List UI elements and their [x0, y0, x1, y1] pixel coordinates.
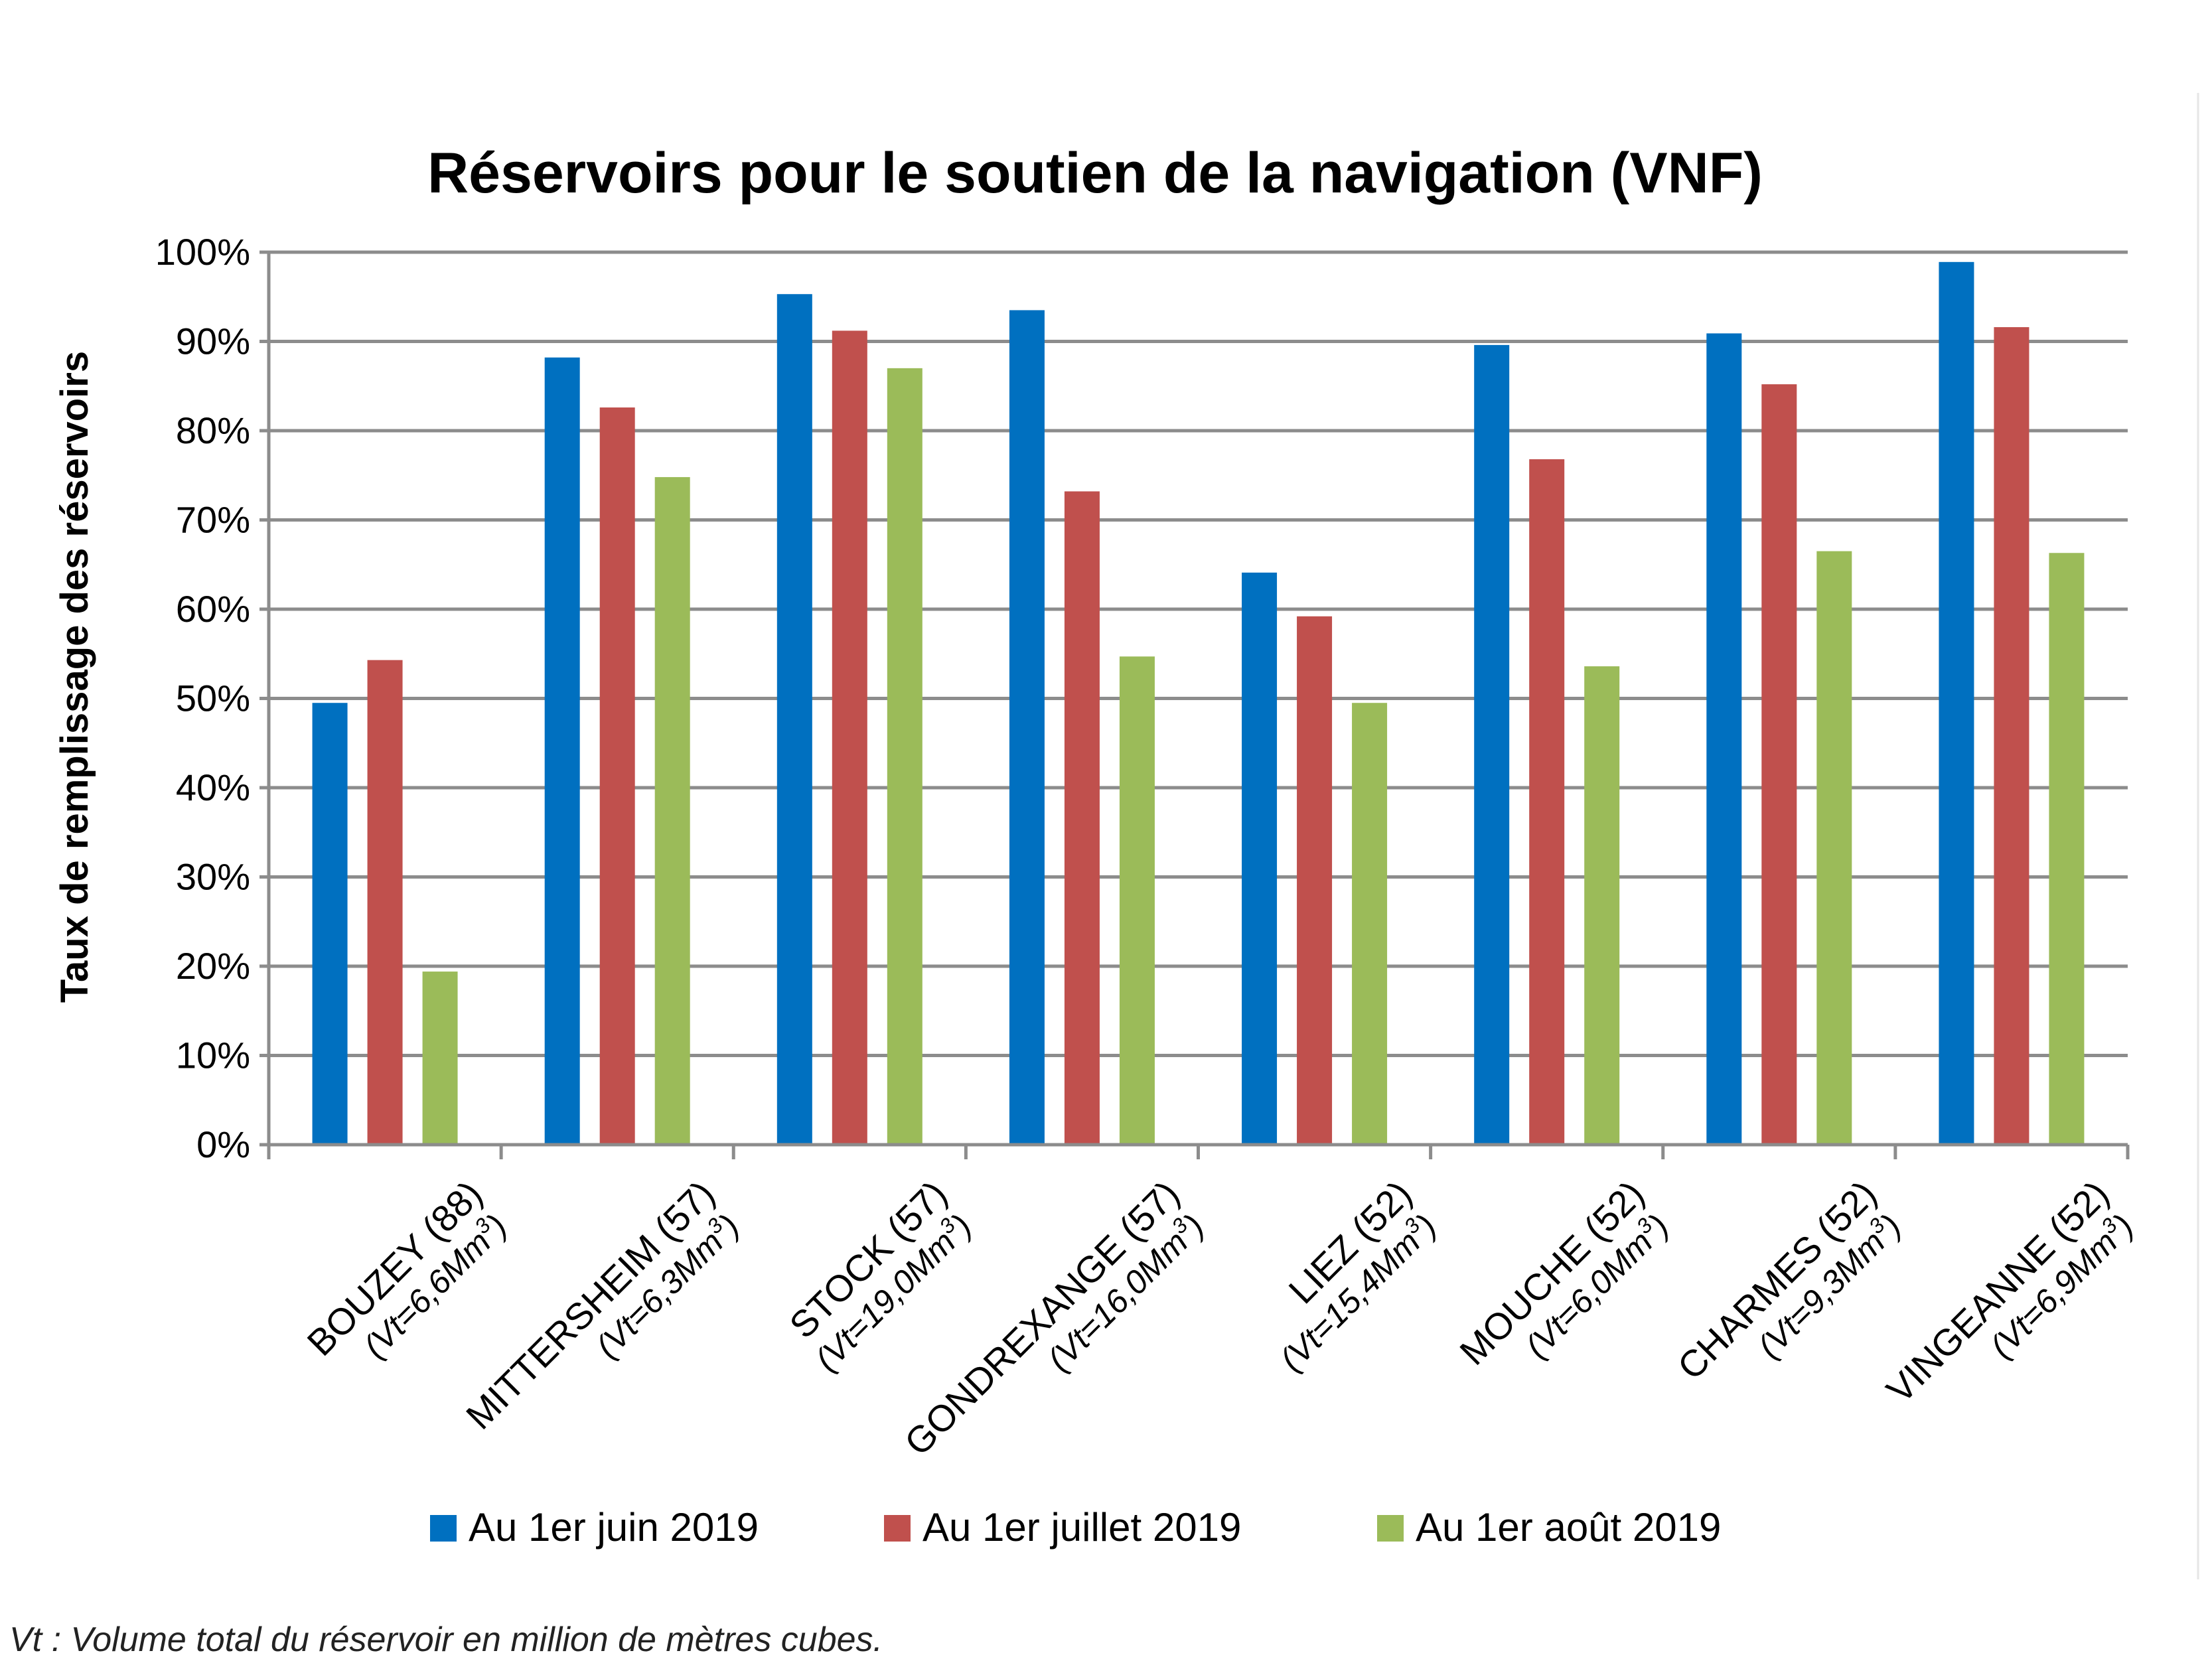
- y-tick-label: 20%: [176, 945, 250, 987]
- bar-1-3: [776, 294, 812, 1145]
- y-tick-label: 100%: [155, 231, 250, 273]
- bar-1-1: [312, 703, 348, 1145]
- bar-3-2: [654, 476, 690, 1145]
- legend-item-3: Au 1er août 2019: [1377, 1505, 1721, 1550]
- bar-1-8: [1939, 261, 1974, 1145]
- legend-item-1: Au 1er juin 2019: [430, 1505, 759, 1550]
- y-tick-label: 80%: [176, 409, 250, 451]
- bar-3-7: [1816, 551, 1852, 1145]
- bars: [312, 261, 2085, 1145]
- bar-2-7: [1761, 384, 1797, 1145]
- chart-title: Réservoirs pour le soutien de la navigat…: [427, 141, 1763, 205]
- bar-3-4: [1119, 656, 1155, 1145]
- legend-item-2: Au 1er juillet 2019: [884, 1505, 1241, 1550]
- bar-3-5: [1352, 703, 1388, 1145]
- y-tick-label: 50%: [176, 678, 250, 719]
- bar-2-5: [1297, 616, 1333, 1145]
- bar-1-5: [1242, 572, 1278, 1145]
- legend-label: Au 1er août 2019: [1416, 1505, 1721, 1550]
- legend-swatch: [430, 1515, 457, 1542]
- y-tick-label: 90%: [176, 321, 250, 362]
- footnote: Vt : Volume total du réservoir en millio…: [9, 1621, 883, 1659]
- bar-3-3: [887, 368, 922, 1145]
- bar-1-2: [544, 357, 580, 1145]
- bar-2-4: [1064, 491, 1100, 1145]
- bar-2-1: [367, 660, 403, 1145]
- bar-1-4: [1009, 310, 1045, 1145]
- y-tick-label: 60%: [176, 588, 250, 630]
- bar-3-6: [1584, 666, 1620, 1145]
- legend-label: Au 1er juin 2019: [469, 1505, 759, 1550]
- y-axis-label: Taux de remplissage des réservoirs: [53, 351, 96, 1003]
- y-tick-label: 10%: [176, 1035, 250, 1076]
- bar-2-6: [1529, 459, 1565, 1145]
- bar-2-8: [1994, 326, 2029, 1145]
- y-tick-label: 40%: [176, 766, 250, 808]
- bar-3-1: [422, 972, 458, 1145]
- y-tick-labels: 0% 10% 20% 30% 40% 50% 60% 70% 80% 90% 100%: [155, 231, 250, 1165]
- legend-swatch: [1377, 1515, 1404, 1542]
- bar-1-7: [1706, 333, 1742, 1145]
- legend-label: Au 1er juillet 2019: [922, 1505, 1241, 1550]
- bar-1-6: [1474, 344, 1510, 1145]
- y-tick-label: 70%: [176, 499, 250, 541]
- x-axis: [267, 252, 2130, 1159]
- y-tick-label: 30%: [176, 856, 250, 898]
- bar-2-2: [599, 407, 635, 1145]
- bar-3-8: [2049, 553, 2085, 1145]
- legend-swatch: [884, 1515, 911, 1542]
- legend: Au 1er juin 2019 Au 1er juillet 2019 Au 1e…: [430, 1505, 1721, 1550]
- y-tick-label: 0%: [196, 1123, 250, 1165]
- bar-2-3: [832, 330, 867, 1145]
